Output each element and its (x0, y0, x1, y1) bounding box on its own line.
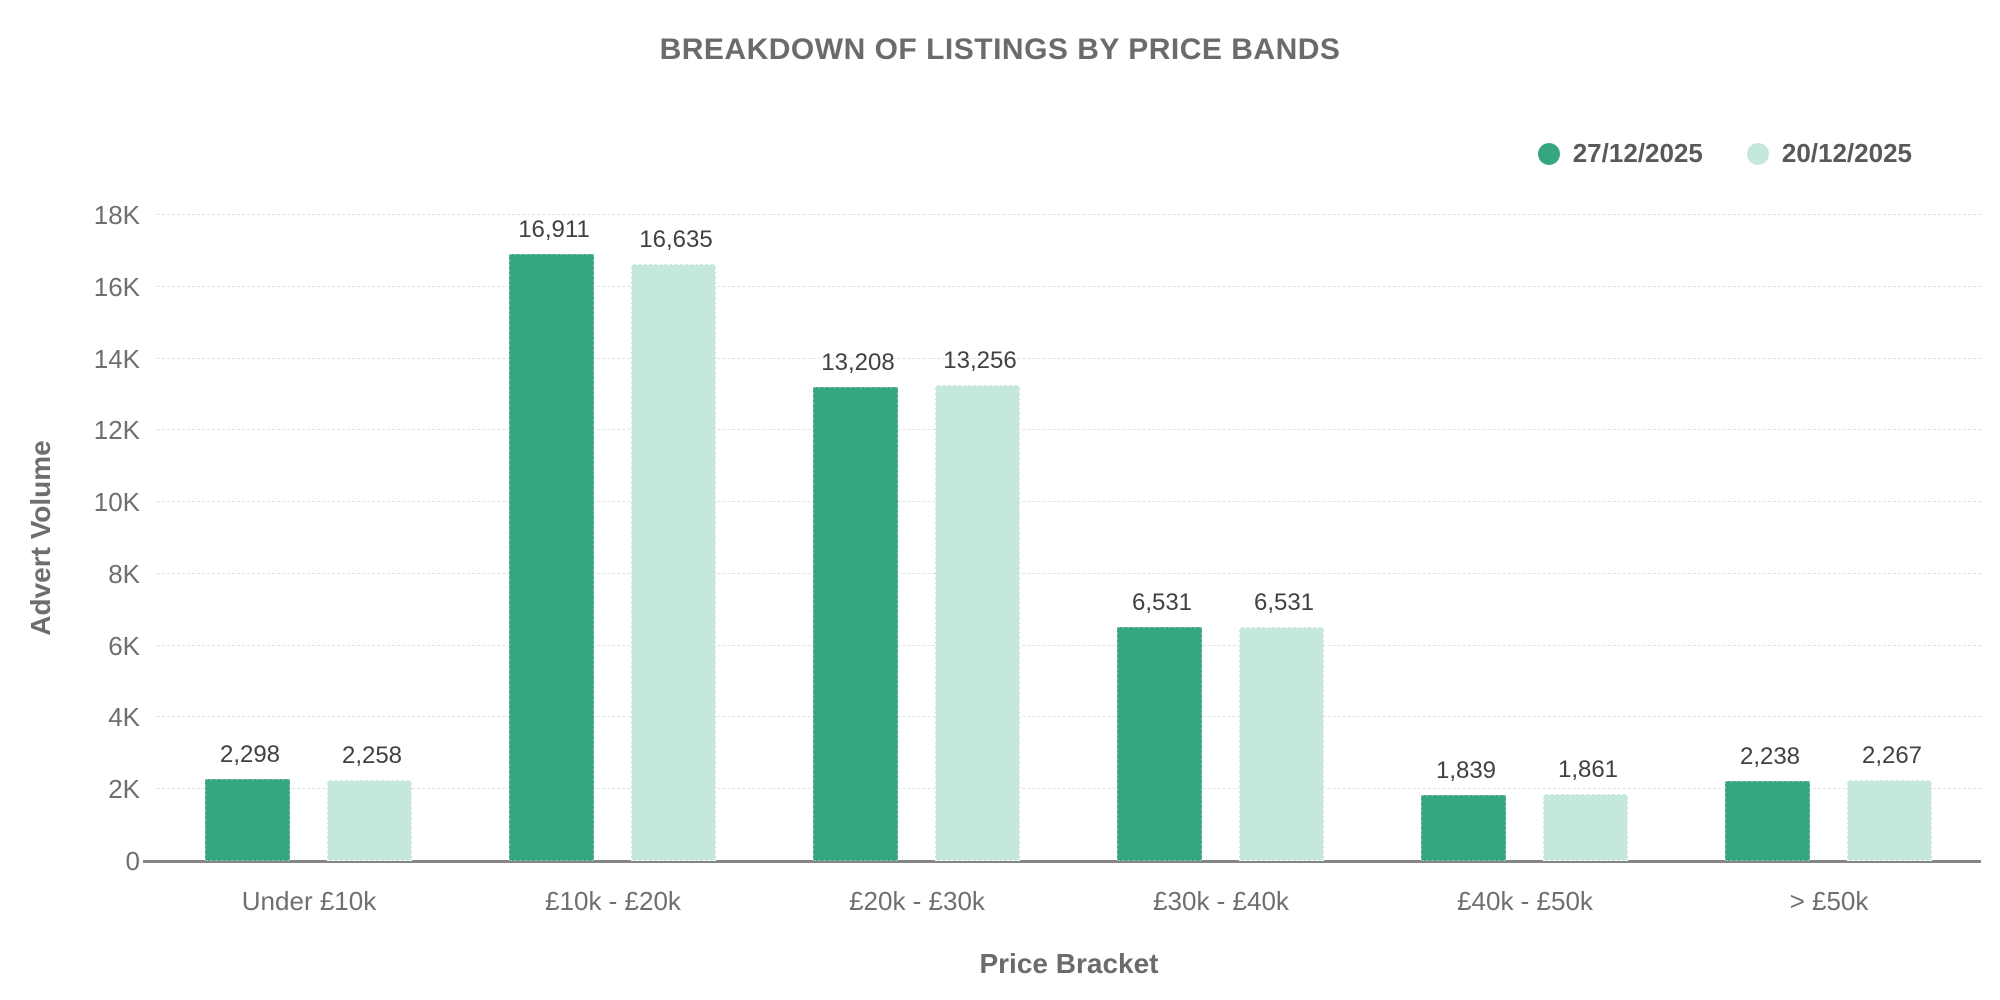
legend-label: 27/12/2025 (1572, 138, 1703, 168)
bar[interactable] (631, 264, 716, 861)
x-axis-ticks: Under £10k £10k - £20k £20k - £30k £30k - £… (157, 886, 1981, 920)
chart-title: BREAKDOWN OF LISTINGS BY PRICE BANDS (659, 33, 1341, 66)
bar-value-label: 13,208 (821, 348, 895, 376)
gridline (157, 429, 1981, 431)
legend-label: 20/12/2025 (1781, 138, 1912, 168)
y-tick-label: 6K (108, 630, 140, 661)
bar-group: 2,298 2,258 (157, 215, 461, 861)
bar-value-label: 2,298 (219, 740, 281, 768)
x-tick-label: Under £10k (241, 886, 377, 916)
y-tick-label: 10K (93, 487, 140, 518)
x-tick-label: £30k - £40k (1153, 886, 1289, 916)
bar[interactable] (205, 778, 290, 861)
y-tick-label: 8K (108, 558, 140, 589)
gridline (157, 788, 1981, 790)
bar[interactable] (1421, 795, 1506, 861)
bar-value-label: 16,635 (639, 226, 713, 253)
bar[interactable] (327, 779, 412, 861)
y-axis-ticks: 0 2K 4K 6K 8K 10K 12K 14K 16K 18K (0, 200, 140, 876)
bar[interactable] (1847, 779, 1932, 861)
x-tick-label: £40k - £50k (1457, 886, 1593, 916)
x-axis-title: Price Bracket (979, 948, 1159, 979)
bar-group: 13,208 13,256 (765, 215, 1069, 861)
y-tick-label: 18K (93, 200, 140, 230)
x-tick-label: £20k - £30k (849, 886, 985, 916)
y-tick-label: 2K (108, 774, 140, 805)
x-tick-label: > £50k (1789, 886, 1869, 916)
bar-value-label: 16,911 (518, 216, 590, 244)
gridline (157, 644, 1981, 646)
bar[interactable] (509, 254, 594, 861)
bar-value-label: 2,267 (1861, 741, 1923, 769)
y-tick-label: 14K (93, 343, 140, 374)
x-tick-label: £10k - £20k (545, 886, 681, 916)
legend: 27/12/2025 20/12/2025 (1537, 138, 1912, 169)
bar[interactable] (1117, 626, 1202, 861)
bar-value-label: 6,531 (1131, 588, 1193, 616)
bar[interactable] (935, 385, 1020, 861)
bar-group: 2,238 2,267 (1677, 215, 1981, 861)
bar[interactable] (1725, 780, 1810, 861)
y-tick-label: 0 (125, 846, 140, 876)
y-tick-label: 12K (93, 415, 140, 446)
bar-group: 16,911 16,635 (461, 215, 765, 861)
bar-value-label: 13,256 (943, 347, 1017, 375)
bar-value-label: 2,238 (1739, 742, 1801, 770)
bar-group: 6,531 6,531 (1069, 215, 1373, 861)
gridline (157, 285, 1981, 287)
legend-dot-icon (1537, 142, 1560, 165)
gridline (157, 357, 1981, 359)
bar-value-label: 1,861 (1557, 756, 1619, 784)
bar-value-label: 2,258 (341, 741, 403, 769)
gridline (157, 501, 1981, 503)
gridline (157, 214, 1981, 215)
bar-value-label: 6,531 (1253, 588, 1315, 616)
legend-item-current[interactable]: 27/12/2025 (1537, 138, 1703, 169)
bar[interactable] (1239, 626, 1324, 861)
y-tick-label: 4K (108, 702, 140, 733)
legend-dot-icon (1746, 142, 1769, 165)
bar-value-label: 1,839 (1435, 757, 1497, 785)
gridline (157, 572, 1981, 574)
bar[interactable] (813, 386, 898, 861)
gridline (157, 716, 1981, 718)
legend-item-previous[interactable]: 20/12/2025 (1746, 138, 1912, 169)
bar[interactable] (1543, 794, 1628, 861)
x-axis-line (143, 860, 1981, 863)
plot-area: 2,298 2,258 16,911 16,635 13,208 13,256 6,531 6… (143, 214, 1981, 863)
bar-group: 1,839 1,861 (1373, 215, 1677, 861)
y-tick-label: 16K (93, 271, 140, 302)
